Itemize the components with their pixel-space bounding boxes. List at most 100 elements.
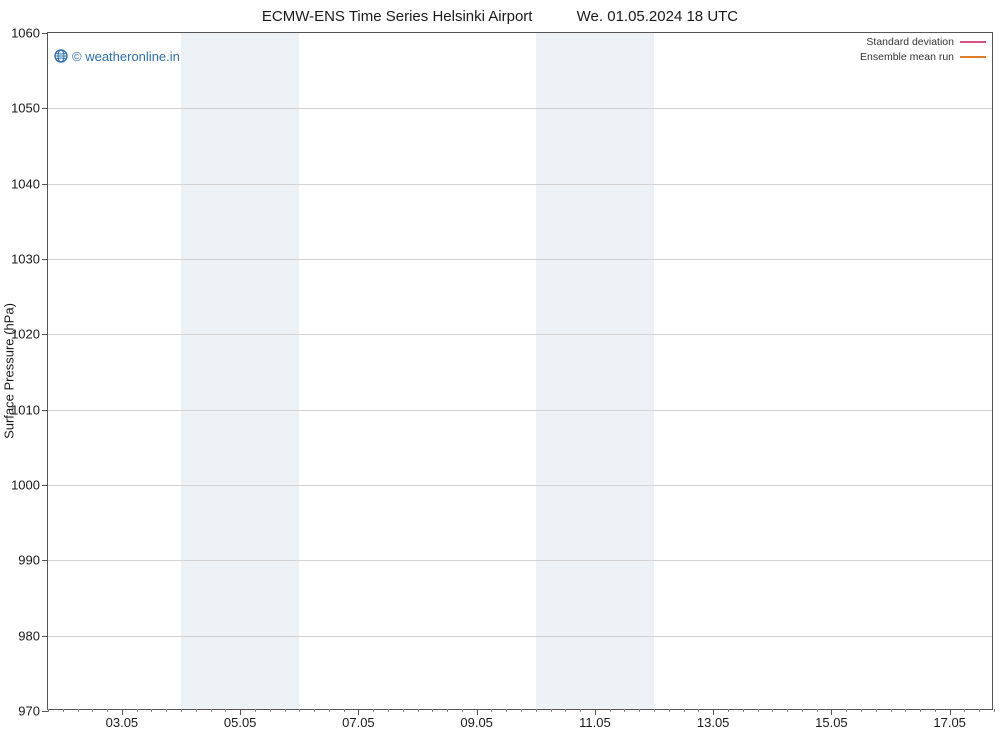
plot-area: © weatheronline.in Standard deviation Ens… bbox=[47, 32, 993, 710]
x-minor-tick bbox=[299, 709, 300, 712]
x-minor-tick bbox=[166, 709, 167, 712]
x-minor-tick bbox=[610, 709, 611, 712]
gridline-h bbox=[48, 334, 992, 335]
x-minor-tick bbox=[846, 709, 847, 712]
x-minor-tick bbox=[462, 709, 463, 712]
x-minor-tick bbox=[78, 709, 79, 712]
x-minor-tick bbox=[994, 709, 995, 712]
x-minor-tick bbox=[684, 709, 685, 712]
x-minor-tick bbox=[225, 709, 226, 712]
x-minor-tick bbox=[403, 709, 404, 712]
x-minor-tick bbox=[285, 709, 286, 712]
x-tick-label: 09.05 bbox=[460, 715, 493, 730]
x-minor-tick bbox=[698, 709, 699, 712]
y-tick-mark bbox=[42, 259, 48, 260]
x-minor-tick bbox=[329, 709, 330, 712]
x-minor-tick bbox=[63, 709, 64, 712]
y-tick-label: 980 bbox=[18, 628, 40, 643]
x-minor-tick bbox=[506, 709, 507, 712]
x-minor-tick bbox=[580, 709, 581, 712]
x-minor-tick bbox=[861, 709, 862, 712]
x-minor-tick bbox=[521, 709, 522, 712]
x-minor-tick bbox=[314, 709, 315, 712]
y-tick-label: 990 bbox=[18, 553, 40, 568]
gridline-h bbox=[48, 560, 992, 561]
y-tick-label: 1050 bbox=[11, 101, 40, 116]
x-minor-tick bbox=[817, 709, 818, 712]
x-minor-tick bbox=[211, 709, 212, 712]
legend-item-label: Ensemble mean run bbox=[860, 51, 954, 63]
x-minor-tick bbox=[196, 709, 197, 712]
x-minor-tick bbox=[48, 709, 49, 712]
gridline-h bbox=[48, 108, 992, 109]
attribution-text: weatheronline.in bbox=[85, 49, 180, 64]
x-minor-tick bbox=[772, 709, 773, 712]
x-minor-tick bbox=[669, 709, 670, 712]
y-tick-mark bbox=[42, 33, 48, 34]
weekend-shade-band bbox=[536, 33, 654, 709]
x-minor-tick bbox=[802, 709, 803, 712]
x-minor-tick bbox=[137, 709, 138, 712]
y-tick-mark bbox=[42, 636, 48, 637]
y-tick-mark bbox=[42, 485, 48, 486]
y-tick-label: 1000 bbox=[11, 478, 40, 493]
chart-title-row: ECMW-ENS Time Series Helsinki Airport We… bbox=[0, 8, 1000, 25]
legend-item: Ensemble mean run bbox=[860, 50, 986, 65]
x-minor-tick bbox=[491, 709, 492, 712]
y-tick-mark bbox=[42, 334, 48, 335]
y-tick-mark bbox=[42, 108, 48, 109]
x-minor-tick bbox=[876, 709, 877, 712]
x-minor-tick bbox=[979, 709, 980, 712]
x-minor-tick bbox=[905, 709, 906, 712]
x-minor-tick bbox=[624, 709, 625, 712]
x-minor-tick bbox=[388, 709, 389, 712]
y-tick-mark bbox=[42, 410, 48, 411]
x-tick-label: 11.05 bbox=[579, 715, 611, 730]
x-minor-tick bbox=[654, 709, 655, 712]
x-minor-tick bbox=[418, 709, 419, 712]
y-tick-label: 1030 bbox=[11, 252, 40, 267]
gridline-h bbox=[48, 259, 992, 260]
x-minor-tick bbox=[551, 709, 552, 712]
y-tick-label: 1060 bbox=[11, 26, 40, 41]
x-minor-tick bbox=[964, 709, 965, 712]
x-minor-tick bbox=[565, 709, 566, 712]
chart-title-right: We. 01.05.2024 18 UTC bbox=[577, 8, 738, 25]
legend-swatch bbox=[960, 41, 986, 43]
x-minor-tick bbox=[270, 709, 271, 712]
x-minor-tick bbox=[758, 709, 759, 712]
y-axis-label: Surface Pressure (hPa) bbox=[2, 303, 17, 439]
x-tick-label: 15.05 bbox=[815, 715, 848, 730]
x-tick-label: 13.05 bbox=[697, 715, 730, 730]
x-minor-tick bbox=[728, 709, 729, 712]
globe-icon bbox=[54, 49, 68, 66]
attribution: © weatheronline.in bbox=[54, 49, 180, 66]
weekend-shade-band bbox=[181, 33, 299, 709]
x-tick-label: 05.05 bbox=[224, 715, 257, 730]
legend-item: Standard deviation bbox=[860, 35, 986, 50]
attribution-prefix: © bbox=[72, 49, 85, 64]
x-minor-tick bbox=[536, 709, 537, 712]
x-minor-tick bbox=[787, 709, 788, 712]
y-tick-label: 970 bbox=[18, 704, 40, 719]
x-minor-tick bbox=[935, 709, 936, 712]
y-tick-mark bbox=[42, 560, 48, 561]
chart-title-left: ECMW-ENS Time Series Helsinki Airport bbox=[262, 8, 533, 25]
x-minor-tick bbox=[344, 709, 345, 712]
legend: Standard deviation Ensemble mean run bbox=[860, 35, 986, 65]
x-minor-tick bbox=[373, 709, 374, 712]
y-tick-mark bbox=[42, 184, 48, 185]
legend-item-label: Standard deviation bbox=[866, 36, 954, 48]
x-minor-tick bbox=[255, 709, 256, 712]
x-minor-tick bbox=[447, 709, 448, 712]
x-minor-tick bbox=[181, 709, 182, 712]
x-tick-label: 07.05 bbox=[342, 715, 375, 730]
x-minor-tick bbox=[743, 709, 744, 712]
x-minor-tick bbox=[891, 709, 892, 712]
x-minor-tick bbox=[432, 709, 433, 712]
gridline-h bbox=[48, 410, 992, 411]
x-minor-tick bbox=[639, 709, 640, 712]
y-tick-label: 1040 bbox=[11, 176, 40, 191]
gridline-h bbox=[48, 184, 992, 185]
gridline-h bbox=[48, 485, 992, 486]
